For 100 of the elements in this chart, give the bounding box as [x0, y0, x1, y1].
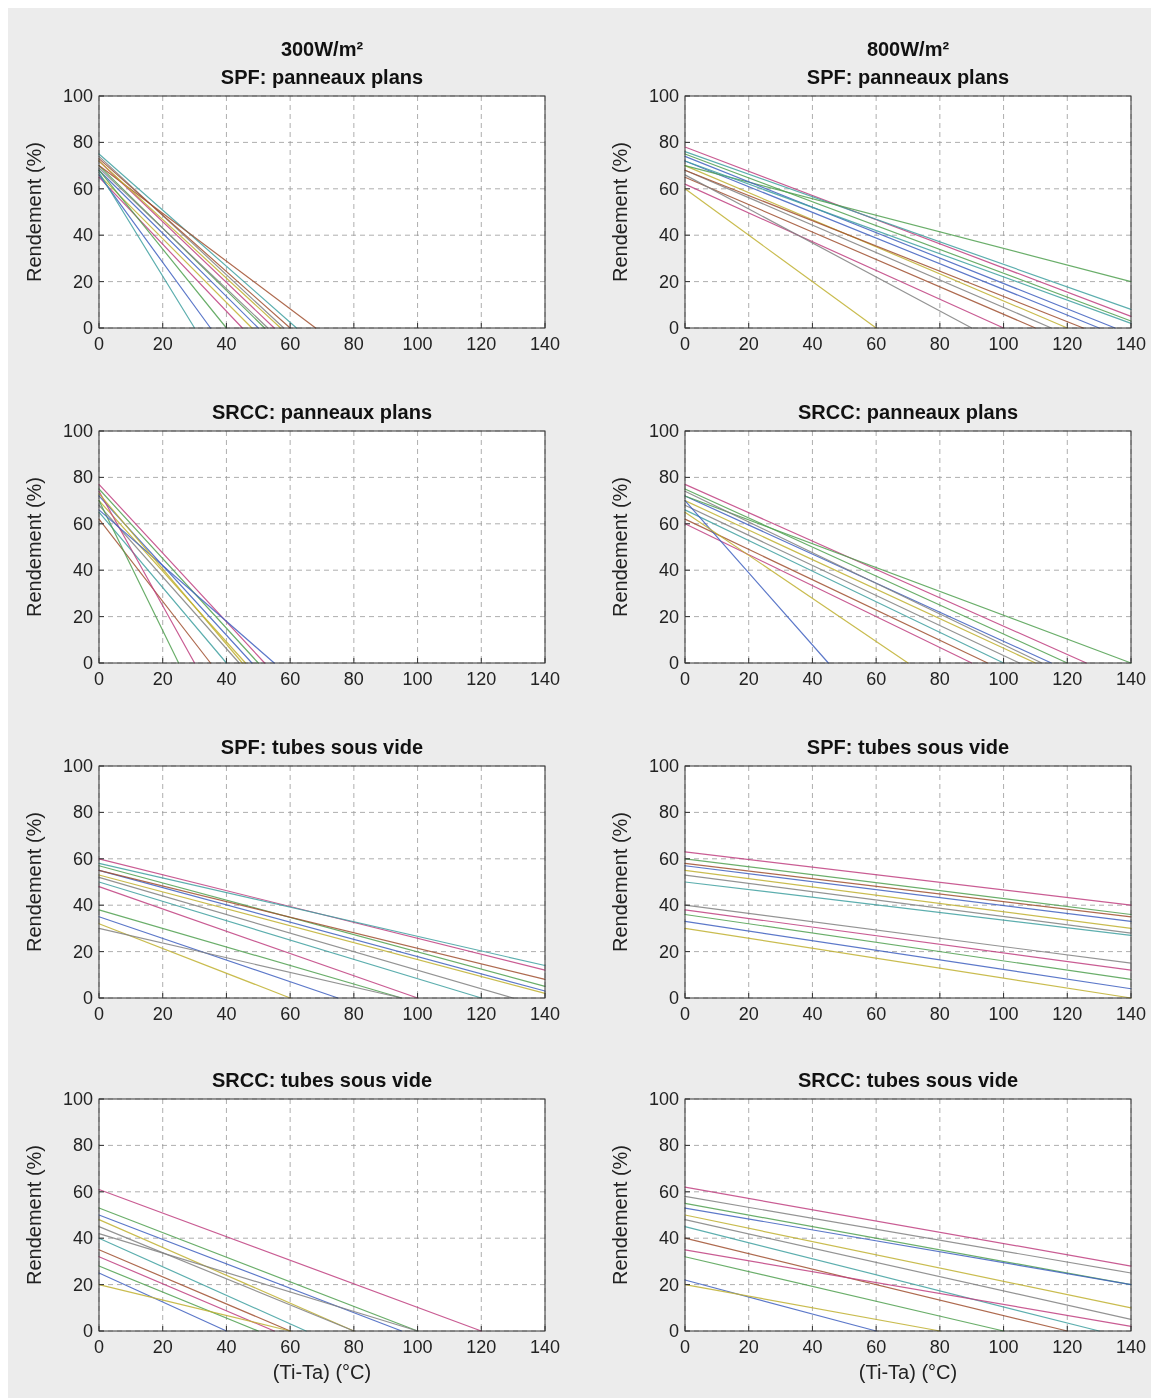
- y-tick-label: 80: [658, 132, 679, 153]
- y-tick-label: 100: [62, 756, 93, 776]
- x-tick-label: 100: [988, 1337, 1019, 1357]
- x-tick-label: 140: [1115, 669, 1147, 689]
- x-tick-label: 140: [1115, 1337, 1147, 1357]
- x-tick-label: 20: [738, 1004, 759, 1024]
- x-tick-label: 20: [738, 669, 759, 689]
- x-tick-label: 60: [866, 669, 887, 689]
- y-tick-label: 20: [658, 271, 679, 292]
- x-tick-label: 120: [1052, 1004, 1083, 1024]
- y-axis-title: Rendement (%): [609, 141, 631, 283]
- x-tick-label: 120: [1052, 334, 1083, 354]
- x-tick-label: 80: [343, 334, 364, 354]
- x-tick-label: 100: [402, 1004, 433, 1024]
- x-tick-label: 60: [866, 334, 887, 354]
- x-tick-label: 60: [280, 334, 301, 354]
- y-tick-label: 40: [72, 895, 93, 916]
- y-tick-label: 0: [668, 318, 679, 338]
- x-tick-label: 60: [866, 1337, 887, 1357]
- x-tick-label: 100: [402, 669, 433, 689]
- x-tick-label: 140: [1115, 1004, 1147, 1024]
- y-tick-label: 60: [658, 1181, 679, 1202]
- y-tick-label: 100: [62, 1089, 93, 1109]
- x-tick-label: 60: [280, 1004, 301, 1024]
- x-tick-label: 80: [929, 1004, 950, 1024]
- y-tick-label: 0: [82, 1321, 93, 1341]
- y-axis-title: Rendement (%): [609, 476, 631, 618]
- x-tick-label: 40: [802, 669, 823, 689]
- y-tick-label: 40: [72, 1228, 93, 1249]
- x-tick-label: 40: [802, 334, 823, 354]
- y-axis-title: Rendement (%): [609, 811, 631, 953]
- y-tick-label: 40: [72, 560, 93, 581]
- y-tick-label: 80: [72, 132, 93, 153]
- y-axis-title: Rendement (%): [23, 476, 45, 618]
- chart-title: 800W/m²: [866, 38, 950, 60]
- x-tick-label: 140: [529, 1004, 561, 1024]
- x-tick-label: 120: [466, 1004, 497, 1024]
- y-tick-label: 100: [62, 86, 93, 106]
- x-tick-label: 140: [529, 1337, 561, 1357]
- x-tick-label: 140: [529, 334, 561, 354]
- y-tick-label: 60: [658, 848, 679, 869]
- y-tick-label: 80: [658, 802, 679, 823]
- y-tick-label: 40: [658, 1228, 679, 1249]
- x-tick-label: 40: [216, 334, 237, 354]
- y-tick-label: 100: [648, 1089, 679, 1109]
- x-tick-label: 80: [929, 334, 950, 354]
- y-axis-title: Rendement (%): [23, 1144, 45, 1286]
- y-tick-label: 20: [658, 1274, 679, 1295]
- x-tick-label: 80: [343, 1004, 364, 1024]
- x-tick-label: 20: [152, 1337, 173, 1357]
- x-tick-label: 100: [988, 1004, 1019, 1024]
- x-tick-label: 120: [466, 334, 497, 354]
- y-tick-label: 80: [72, 802, 93, 823]
- y-tick-label: 100: [62, 421, 93, 441]
- y-tick-label: 60: [72, 178, 93, 199]
- x-tick-label: 40: [216, 1004, 237, 1024]
- y-tick-label: 20: [72, 1274, 93, 1295]
- x-tick-label: 120: [466, 1337, 497, 1357]
- y-tick-label: 20: [72, 941, 93, 962]
- x-tick-label: 40: [216, 669, 237, 689]
- x-tick-label: 80: [929, 669, 950, 689]
- chart-title: 300W/m²: [280, 38, 364, 60]
- x-tick-label: 140: [529, 669, 561, 689]
- y-tick-label: 40: [72, 225, 93, 246]
- y-tick-label: 0: [82, 653, 93, 673]
- y-tick-label: 0: [668, 988, 679, 1008]
- chart-subtitle: SRCC: tubes sous vide: [211, 1069, 433, 1091]
- chart-subtitle: SPF: panneaux plans: [220, 66, 424, 88]
- chart-subtitle: SRCC: panneaux plans: [797, 401, 1019, 423]
- x-tick-label: 20: [738, 1337, 759, 1357]
- x-tick-label: 140: [1115, 334, 1147, 354]
- y-tick-label: 100: [648, 421, 679, 441]
- x-tick-label: 80: [343, 1337, 364, 1357]
- x-tick-label: 60: [280, 669, 301, 689]
- chart-subtitle: SRCC: panneaux plans: [211, 401, 433, 423]
- y-tick-label: 20: [72, 606, 93, 627]
- y-tick-label: 0: [82, 988, 93, 1008]
- y-tick-label: 20: [658, 606, 679, 627]
- y-tick-label: 60: [72, 513, 93, 534]
- x-tick-label: 120: [1052, 1337, 1083, 1357]
- y-tick-label: 60: [72, 848, 93, 869]
- chart-subtitle: SPF: tubes sous vide: [220, 736, 424, 758]
- x-tick-label: 60: [280, 1337, 301, 1357]
- y-tick-label: 60: [658, 178, 679, 199]
- x-axis-title: (Ti-Ta) (°C): [272, 1361, 372, 1383]
- chart-subtitle: SRCC: tubes sous vide: [797, 1069, 1019, 1091]
- y-tick-label: 80: [658, 467, 679, 488]
- chart-subtitle: SPF: tubes sous vide: [806, 736, 1010, 758]
- y-tick-label: 100: [648, 86, 679, 106]
- y-tick-label: 40: [658, 225, 679, 246]
- y-tick-label: 80: [72, 467, 93, 488]
- y-axis-title: Rendement (%): [23, 141, 45, 283]
- x-axis-title: (Ti-Ta) (°C): [858, 1361, 958, 1383]
- y-tick-label: 80: [658, 1135, 679, 1156]
- y-tick-label: 40: [658, 560, 679, 581]
- x-tick-label: 80: [343, 669, 364, 689]
- x-tick-label: 20: [738, 334, 759, 354]
- y-tick-label: 60: [72, 1181, 93, 1202]
- y-axis-title: Rendement (%): [609, 1144, 631, 1286]
- y-tick-label: 0: [668, 653, 679, 673]
